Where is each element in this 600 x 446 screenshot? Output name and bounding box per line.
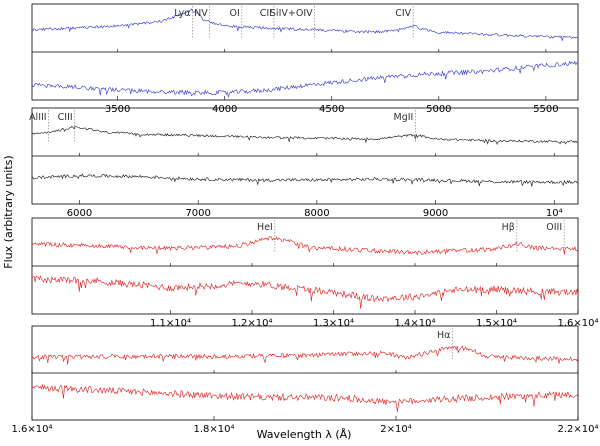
emission-line-label: Hα: [437, 330, 450, 341]
x-tick-label: 9000: [423, 208, 448, 219]
emission-line-label: OIII: [546, 222, 562, 233]
spectrum-series-upper: [31, 125, 579, 145]
emission-line-label: MgII: [394, 112, 414, 123]
x-tick-label: 1.3×10⁴: [313, 318, 354, 329]
x-tick-label: 2×10⁴: [380, 424, 411, 435]
x-axis-label: Wavelength λ (Å): [257, 428, 352, 441]
x-tick-label: 10⁴: [546, 208, 563, 219]
x-tick-label: 1.6×10⁴: [11, 424, 52, 435]
emission-line-label: CII: [260, 8, 272, 19]
x-tick-label: 6000: [67, 208, 92, 219]
emission-line-label: Hβ: [502, 222, 515, 233]
emission-line-label: Lyα: [174, 8, 190, 19]
emission-line-label: CIV: [395, 8, 411, 19]
emission-line-label: OI: [230, 8, 240, 19]
x-tick-label: 8000: [304, 208, 329, 219]
spectrum-series-upper: [31, 236, 579, 256]
x-tick-label: 5000: [426, 104, 451, 115]
panel-2: 6000 7000 8000 9000 10⁴ AlIII CIII MgII: [29, 107, 579, 219]
spectrum-series-lower: [31, 275, 579, 309]
x-tick-label: 1.4×10⁴: [395, 318, 436, 329]
x-tick-label: 5500: [533, 104, 558, 115]
emission-line-label: SiIV+OIV: [270, 8, 313, 19]
x-tick-label: 1.8×10⁴: [193, 424, 234, 435]
x-tick-label: 4000: [212, 104, 237, 115]
emission-line-label: HeI: [257, 222, 273, 233]
spectrum-series-lower: [31, 384, 579, 413]
spectrum-series-upper: [31, 345, 579, 365]
emission-line-label: AlIII: [29, 112, 47, 123]
spectrum-series-lower: [31, 60, 579, 98]
panel-4: 1.6×10⁴ 1.8×10⁴ 2×10⁴ 2.2×10⁴ Hα: [11, 325, 599, 435]
x-tick-label: 2.2×10⁴: [557, 424, 598, 435]
x-tick-label: 1.6×10⁴: [557, 318, 598, 329]
x-tick-label: 1.5×10⁴: [476, 318, 517, 329]
x-tick-label: 1.1×10⁴: [150, 318, 191, 329]
x-tick-label: 7000: [185, 208, 210, 219]
emission-line-label: CIII: [58, 112, 73, 123]
emission-line-label: NV: [194, 8, 208, 19]
x-tick-label: 4500: [319, 104, 344, 115]
y-axis-label: Flux (arbitrary units): [2, 155, 15, 268]
panel-3: 1.1×10⁴ 1.2×10⁴ 1.3×10⁴ 1.4×10⁴ 1.5×10⁴ 1.6×1…: [31, 217, 599, 329]
x-tick-label: 1.2×10⁴: [232, 318, 273, 329]
spectrum-series-upper: [31, 8, 579, 41]
spectrum-series-lower: [31, 173, 579, 187]
x-tick-label: 3500: [105, 104, 130, 115]
